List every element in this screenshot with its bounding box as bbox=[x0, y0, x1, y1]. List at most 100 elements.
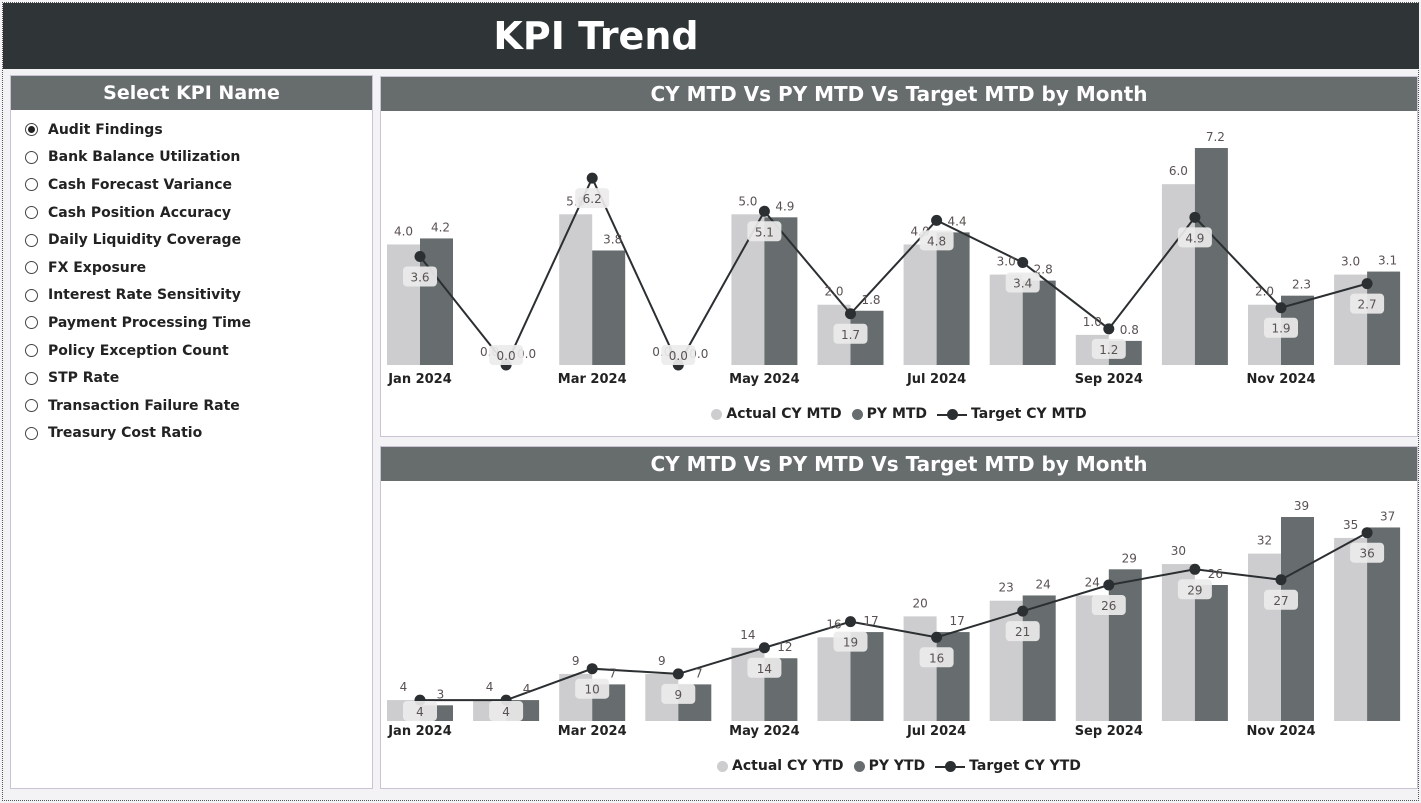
legend-label: PY YTD bbox=[868, 758, 926, 774]
legend-target[interactable]: Target CY MTD bbox=[937, 406, 1087, 422]
actual-bar bbox=[1075, 595, 1109, 721]
kpi-option[interactable]: Treasury Cost Ratio bbox=[25, 420, 372, 448]
legend-target[interactable]: Target CY YTD bbox=[935, 758, 1081, 774]
target-label-box bbox=[1005, 621, 1040, 642]
target-point bbox=[414, 251, 426, 262]
legend-label: Target CY YTD bbox=[969, 758, 1081, 774]
target-point bbox=[1017, 257, 1029, 269]
kpi-option-label: FX Exposure bbox=[48, 259, 147, 276]
actual-data-label: 16 bbox=[826, 617, 841, 631]
kpi-option[interactable]: Daily Liquidity Coverage bbox=[25, 226, 372, 254]
py-data-label: 4 bbox=[523, 682, 531, 696]
kpi-slicer: Select KPI Name Audit Findings Bank Balan… bbox=[10, 75, 373, 789]
radio-button[interactable] bbox=[25, 261, 38, 275]
target-data-label: 10 bbox=[585, 683, 600, 697]
py-data-label: 12 bbox=[777, 640, 792, 654]
radio-button[interactable] bbox=[25, 233, 38, 247]
target-data-label: 1.9 bbox=[1271, 322, 1290, 336]
target-point bbox=[758, 642, 770, 654]
kpi-option[interactable]: Policy Exception Count bbox=[25, 337, 372, 365]
py-bar bbox=[592, 250, 626, 365]
radio-button[interactable] bbox=[25, 206, 38, 220]
target-data-label: 2.7 bbox=[1358, 298, 1377, 312]
radio-button[interactable] bbox=[25, 426, 38, 440]
target-point bbox=[586, 172, 598, 184]
target-point bbox=[1017, 605, 1029, 617]
ytd-chart: CY MTD Vs PY MTD Vs Target MTD by Month … bbox=[380, 446, 1418, 789]
py-data-label: 3 bbox=[437, 687, 445, 701]
target-label-box bbox=[1264, 589, 1298, 610]
target-point bbox=[1275, 302, 1287, 314]
actual-data-label: 5.0 bbox=[738, 194, 757, 208]
py-data-label: 17 bbox=[949, 614, 964, 628]
x-tick-label: Mar 2024 bbox=[558, 372, 627, 387]
py-bar bbox=[1022, 280, 1056, 365]
legend-label: Actual CY YTD bbox=[732, 758, 844, 774]
target-label-box bbox=[1264, 317, 1298, 338]
mtd-chart-svg: Jan 2024 Mar 2024 May 2024 Jul 2024 Sep 2024… bbox=[387, 130, 1401, 387]
target-label-box bbox=[575, 188, 610, 209]
kpi-option[interactable]: Audit Findings bbox=[25, 116, 372, 144]
target-data-label: 6.2 bbox=[583, 192, 602, 206]
target-label-box bbox=[1091, 338, 1126, 359]
actual-bar bbox=[989, 600, 1023, 721]
kpi-option[interactable]: Interest Rate Sensitivity bbox=[25, 282, 372, 310]
legend-py-marker bbox=[853, 760, 865, 772]
kpi-option[interactable]: Cash Position Accuracy bbox=[25, 199, 372, 227]
radio-button[interactable] bbox=[25, 371, 38, 385]
ytd-chart-svg: Jan 2024 Mar 2024 May 2024 Jul 2024 Sep 2024… bbox=[387, 499, 1401, 739]
actual-data-label: 4 bbox=[400, 680, 408, 694]
kpi-option-label: Audit Findings bbox=[48, 121, 163, 138]
kpi-option[interactable]: FX Exposure bbox=[25, 254, 372, 282]
target-label-box bbox=[489, 701, 524, 721]
kpi-option-label: Transaction Failure Rate bbox=[48, 397, 240, 414]
radio-button[interactable] bbox=[25, 399, 38, 413]
target-point bbox=[845, 616, 856, 628]
py-data-label: 37 bbox=[1380, 509, 1395, 523]
actual-bar bbox=[903, 244, 937, 365]
radio-button[interactable] bbox=[25, 123, 38, 137]
kpi-option[interactable]: Transaction Failure Rate bbox=[25, 392, 372, 420]
chart-legend: Actual CY YTD PY YTD Target CY YTD bbox=[381, 758, 1417, 774]
radio-button[interactable] bbox=[25, 288, 38, 302]
legend-actual-marker bbox=[717, 760, 729, 772]
py-data-label: 4.9 bbox=[775, 199, 794, 213]
x-tick-label: May 2024 bbox=[729, 372, 800, 387]
py-data-label: 17 bbox=[863, 614, 878, 628]
kpi-option[interactable]: Cash Forecast Variance bbox=[25, 171, 372, 199]
legend-py[interactable]: PY YTD bbox=[853, 758, 926, 774]
target-label-box bbox=[403, 266, 437, 287]
py-bar bbox=[1194, 585, 1228, 721]
py-data-label: 4.4 bbox=[948, 214, 967, 228]
target-data-label: 26 bbox=[1101, 599, 1116, 613]
py-bar bbox=[764, 217, 798, 365]
target-data-label: 4.9 bbox=[1185, 231, 1204, 245]
radio-button[interactable] bbox=[25, 344, 38, 358]
radio-button[interactable] bbox=[25, 316, 38, 330]
legend-label: Actual CY MTD bbox=[726, 406, 842, 422]
actual-bar bbox=[1161, 184, 1195, 365]
target-data-label: 5.1 bbox=[755, 225, 774, 239]
target-point bbox=[1189, 211, 1201, 223]
target-label-box bbox=[575, 678, 610, 699]
kpi-option[interactable]: STP Rate bbox=[25, 364, 372, 392]
target-label-box bbox=[489, 345, 524, 365]
actual-data-label: 3.0 bbox=[997, 255, 1016, 269]
actual-data-label: 14 bbox=[740, 628, 755, 642]
py-data-label: 0.8 bbox=[1120, 323, 1139, 337]
legend-actual[interactable]: Actual CY MTD bbox=[711, 406, 842, 422]
py-bar bbox=[1281, 517, 1314, 721]
actual-data-label: 4.0 bbox=[394, 224, 413, 238]
kpi-option[interactable]: Bank Balance Utilization bbox=[25, 144, 372, 172]
radio-button[interactable] bbox=[25, 150, 38, 164]
target-data-label: 21 bbox=[1015, 625, 1030, 639]
x-tick-label: May 2024 bbox=[729, 724, 800, 739]
legend-actual[interactable]: Actual CY YTD bbox=[717, 758, 844, 774]
py-data-label: 26 bbox=[1208, 567, 1223, 581]
radio-button[interactable] bbox=[25, 178, 38, 192]
actual-data-label: 2.0 bbox=[824, 285, 843, 299]
legend-py[interactable]: PY MTD bbox=[851, 406, 927, 422]
py-data-label: 39 bbox=[1294, 499, 1309, 513]
legend-py-marker bbox=[851, 408, 863, 420]
kpi-option[interactable]: Payment Processing Time bbox=[25, 309, 372, 337]
